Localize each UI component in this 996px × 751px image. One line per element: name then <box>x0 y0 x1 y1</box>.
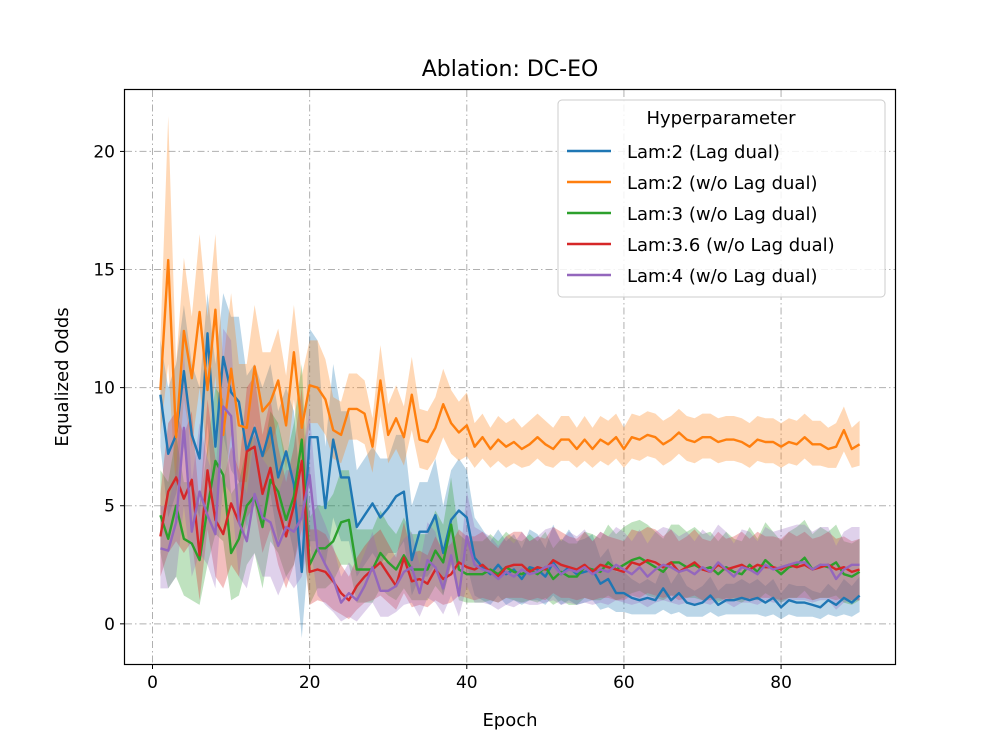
line-lam-2-lag-dual <box>159 332 861 609</box>
y-tick-label: 10 <box>93 379 115 399</box>
chart-title: Ablation: DC-EO <box>422 57 599 82</box>
band-lam-2-w-o-lag-dual <box>160 116 860 494</box>
band-lam-3-w-o-lag-dual <box>160 364 860 605</box>
legend-label-lam-3-6-w-o-lag-dual: Lam:3.6 (w/o Lag dual) <box>627 235 835 256</box>
legend-label-lam-2-w-o-lag-dual: Lam:2 (w/o Lag dual) <box>627 173 817 194</box>
legend-items: Lam:2 (Lag dual) Lam:2 (w/o Lag dual) Lam:… <box>567 142 835 287</box>
legend-label-lam-3-w-o-lag-dual: Lam:3 (w/o Lag dual) <box>627 204 817 225</box>
x-tick-label: 80 <box>770 673 792 693</box>
y-axis-label: Equalized Odds <box>52 307 73 446</box>
series-lines <box>159 258 861 609</box>
axis-ticks: 0 20 40 60 80 0 5 10 15 20 <box>93 142 792 693</box>
y-tick-label: 5 <box>104 497 115 517</box>
line-lam-4-w-o-lag-dual <box>160 405 860 604</box>
x-axis-label: Epoch <box>482 710 537 731</box>
band-lam-4-w-o-lag-dual <box>160 328 860 622</box>
x-tick-label: 0 <box>147 673 158 693</box>
x-tick-label: 40 <box>456 673 478 693</box>
line-lam-2-w-o-lag-dual <box>159 258 861 451</box>
legend: Hyperparameter Lam:2 (Lag dual) Lam:2 (w/… <box>557 99 886 298</box>
legend-label-lam-2-lag-dual: Lam:2 (Lag dual) <box>627 142 780 163</box>
legend-box <box>557 99 886 298</box>
band-lam-2-lag-dual <box>160 293 860 638</box>
x-tick-label: 60 <box>613 673 635 693</box>
plot-frame <box>123 88 897 666</box>
confidence-bands <box>160 116 860 638</box>
y-tick-label: 20 <box>93 142 115 162</box>
legend-title: Hyperparameter <box>646 108 796 129</box>
y-tick-label: 15 <box>93 261 115 281</box>
legend-label-lam-4-w-o-lag-dual: Lam:4 (w/o Lag dual) <box>627 266 817 287</box>
y-tick-label: 0 <box>104 615 115 635</box>
line-lam-3-6-w-o-lag-dual <box>159 445 860 602</box>
line-lam-3-w-o-lag-dual <box>159 438 861 581</box>
x-tick-label: 20 <box>299 673 321 693</box>
band-lam-3-6-w-o-lag-dual <box>160 375 860 620</box>
